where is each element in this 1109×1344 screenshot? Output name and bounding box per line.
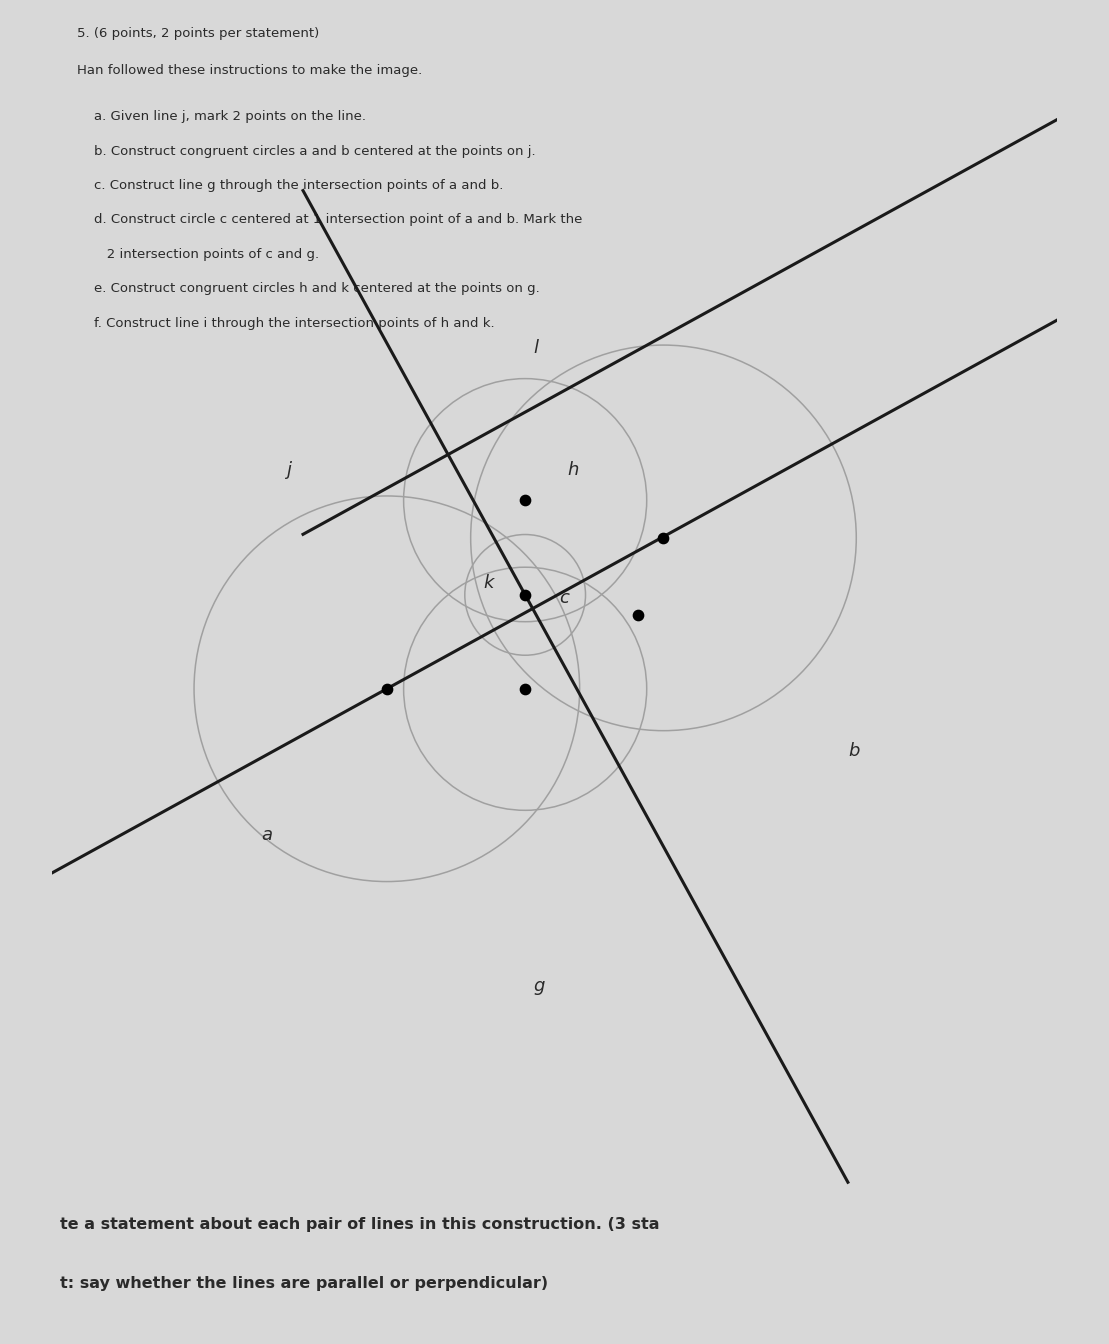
- Text: b: b: [848, 742, 859, 759]
- Text: a. Given line j, mark 2 points on the line.: a. Given line j, mark 2 points on the li…: [77, 110, 366, 124]
- Text: j: j: [286, 461, 292, 478]
- Text: l: l: [533, 340, 539, 358]
- Point: [654, 527, 672, 548]
- Text: d. Construct circle c centered at 1 intersection point of a and b. Mark the: d. Construct circle c centered at 1 inte…: [77, 214, 582, 227]
- Text: f. Construct line i through the intersection points of h and k.: f. Construct line i through the intersec…: [77, 317, 495, 329]
- Text: b. Construct congruent circles a and b centered at the points on j.: b. Construct congruent circles a and b c…: [77, 145, 536, 157]
- Text: e. Construct congruent circles h and k centered at the points on g.: e. Construct congruent circles h and k c…: [77, 282, 539, 296]
- Point: [517, 585, 535, 606]
- Text: te a statement about each pair of lines in this construction. (3 sta: te a statement about each pair of lines …: [60, 1216, 660, 1232]
- Text: a: a: [261, 825, 272, 844]
- Point: [630, 605, 648, 626]
- Text: h: h: [567, 461, 579, 478]
- Text: k: k: [484, 574, 494, 593]
- Text: c. Construct line g through the intersection points of a and b.: c. Construct line g through the intersec…: [77, 179, 503, 192]
- Text: 5. (6 points, 2 points per statement): 5. (6 points, 2 points per statement): [77, 27, 319, 39]
- Text: c: c: [559, 589, 569, 607]
- Text: g: g: [533, 977, 545, 995]
- Point: [517, 677, 535, 699]
- Text: 2 intersection points of c and g.: 2 intersection points of c and g.: [77, 247, 318, 261]
- Point: [378, 677, 396, 699]
- Text: Han followed these instructions to make the image.: Han followed these instructions to make …: [77, 65, 421, 77]
- Point: [517, 489, 535, 511]
- Text: t: say whether the lines are parallel or perpendicular): t: say whether the lines are parallel or…: [60, 1275, 548, 1290]
